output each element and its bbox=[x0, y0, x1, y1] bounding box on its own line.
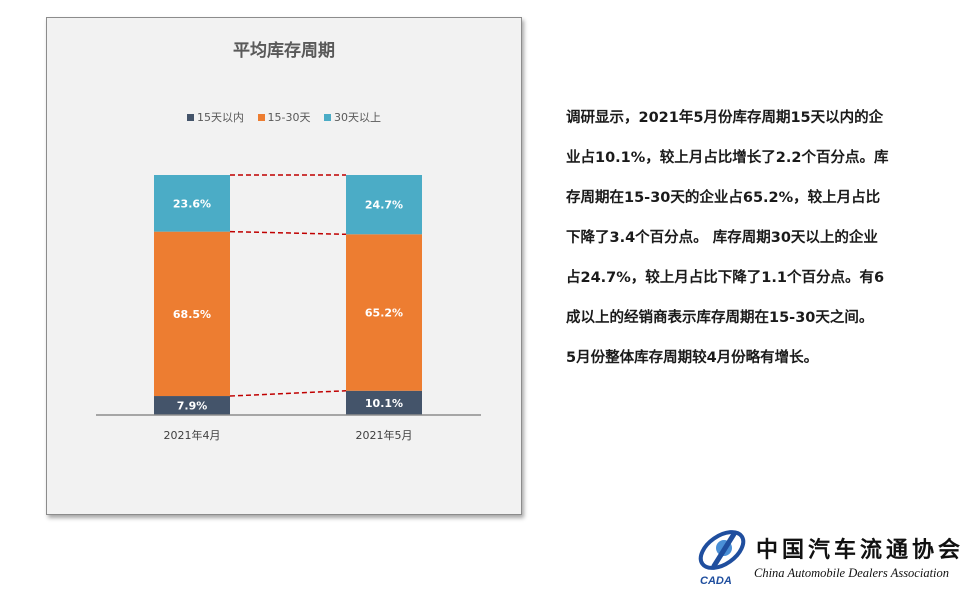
logo-chinese-name: 中国汽车流通协会 bbox=[756, 537, 960, 563]
legend-swatch bbox=[323, 114, 331, 121]
cada-logo: CADA 中国汽车流通协会 China Automobile Dealers A… bbox=[694, 526, 960, 588]
bar-segment bbox=[346, 175, 422, 235]
legend-label: 30天以上 bbox=[333, 111, 381, 124]
chart-title: 平均库存周期 bbox=[233, 41, 335, 61]
data-label: 10.1% bbox=[365, 397, 403, 410]
legend-item-under-15-days: 15天以内 bbox=[187, 109, 244, 125]
chart-panel: 平均库存周期 15天以内 15-30天 30天以上 7.9% 68.5% 23.6%… bbox=[46, 17, 522, 515]
legend-item-over-30-days: 30天以上 bbox=[323, 109, 381, 125]
bar-segment bbox=[346, 390, 422, 415]
bar-segment bbox=[154, 231, 230, 397]
cada-mark-text: CADA bbox=[700, 575, 732, 587]
legend-label: 15-30天 bbox=[267, 111, 311, 124]
data-label: 23.6% bbox=[173, 197, 211, 210]
legend-swatch bbox=[187, 114, 195, 121]
description-line: 业占10.1%，较上月占比增长了2.2个百分点。库 bbox=[566, 150, 889, 166]
description-text: 调研显示，2021年5月份库存周期15天以内的企 业占10.1%，较上月占比增长… bbox=[566, 98, 926, 378]
x-tick-label: 2021年4月 bbox=[164, 428, 221, 442]
description-line: 调研显示，2021年5月份库存周期15天以内的企 bbox=[566, 110, 884, 126]
bar-segment bbox=[154, 396, 230, 415]
description-line: 存周期在15-30天的企业占65.2%，较上月占比 bbox=[566, 190, 881, 206]
stacked-bar-chart: 7.9% 68.5% 23.6% 10.1% 65.2% 24.7% 2021年4月 2021… bbox=[96, 174, 481, 442]
description-line: 5月份整体库存周期较4月份略有增长。 bbox=[566, 350, 819, 366]
bar-segment bbox=[346, 234, 422, 391]
cada-emblem-icon: CADA bbox=[698, 530, 746, 587]
description-line: 占24.7%，较上月占比下降了1.1个百分点。有6 bbox=[566, 270, 885, 286]
logo-english-name: China Automobile Dealers Association bbox=[754, 566, 950, 580]
x-tick-label: 2021年5月 bbox=[356, 428, 413, 442]
legend-swatch bbox=[257, 114, 265, 121]
data-label: 65.2% bbox=[365, 307, 403, 320]
legend-label: 15天以内 bbox=[197, 111, 245, 124]
description-line: 成以上的经销商表示库存周期在15-30天之间。 bbox=[566, 310, 874, 326]
series-line bbox=[229, 230, 347, 236]
description-line: 下降了3.4个百分点。 库存周期30天以上的企业 bbox=[566, 230, 878, 246]
data-label: 24.7% bbox=[365, 199, 403, 212]
legend-item-15-30-days: 15-30天 bbox=[257, 109, 311, 125]
bar-segment bbox=[154, 175, 230, 232]
chart-legend: 15天以内 15-30天 30天以上 bbox=[47, 109, 521, 125]
data-label: 7.9% bbox=[177, 400, 208, 413]
data-label: 68.5% bbox=[173, 308, 211, 321]
series-line bbox=[229, 390, 347, 397]
